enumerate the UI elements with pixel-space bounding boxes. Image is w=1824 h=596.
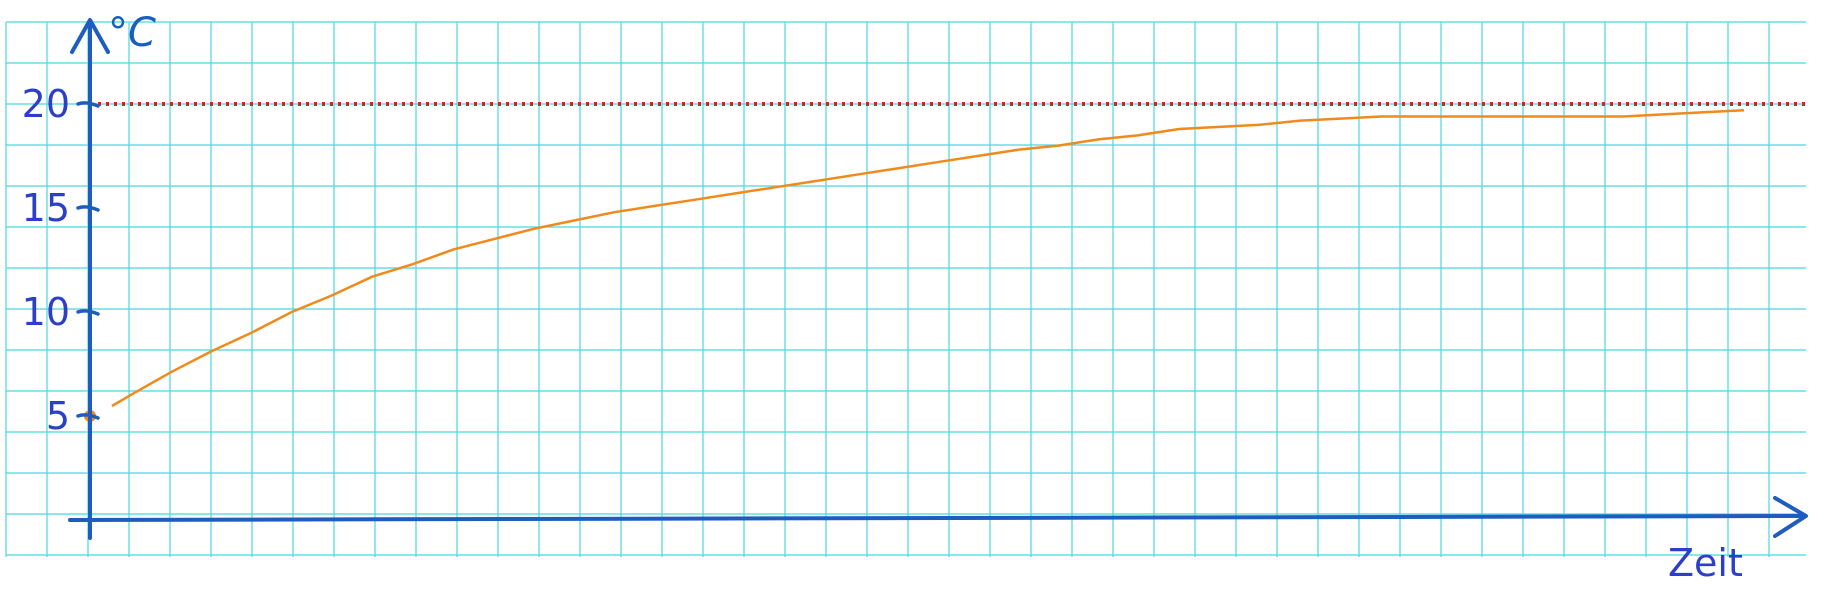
x-axis — [68, 496, 1808, 538]
y-tick-mark — [76, 413, 100, 420]
y-tick-label: 20 — [22, 82, 70, 126]
y-tick-mark — [76, 309, 100, 316]
y-axis — [70, 18, 110, 540]
temperature-curve — [111, 108, 1745, 408]
y-tick-mark — [76, 101, 100, 108]
y-tick-label: 15 — [22, 186, 70, 230]
y-tick-mark — [76, 205, 100, 212]
y-tick-label: 5 — [46, 394, 70, 438]
axes — [68, 18, 1808, 540]
y-ticks: 5 10 15 20 — [22, 82, 100, 438]
x-axis-label: Zeit — [1668, 541, 1743, 585]
y-tick-label: 10 — [22, 290, 70, 334]
y-axis-label: °C — [108, 10, 156, 56]
